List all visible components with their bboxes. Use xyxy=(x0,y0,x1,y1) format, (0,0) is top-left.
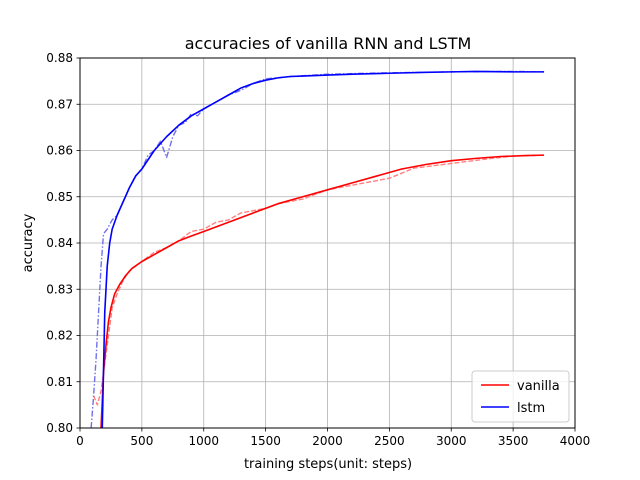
y-tick-label: 0.81 xyxy=(46,375,73,389)
y-tick-label: 0.83 xyxy=(46,282,73,296)
y-tick-label: 0.87 xyxy=(46,97,73,111)
x-tick-label: 1500 xyxy=(250,434,281,448)
x-tick-label: 3500 xyxy=(498,434,529,448)
y-tick-label: 0.88 xyxy=(46,51,73,65)
series-line-dashed-2 xyxy=(92,154,545,406)
x-tick-label: 0 xyxy=(76,434,84,448)
x-tick-label: 4000 xyxy=(560,434,591,448)
x-tick-label: 1000 xyxy=(188,434,219,448)
x-axis-label: training steps(unit: steps) xyxy=(244,457,412,472)
legend-label-lstm: lstm xyxy=(517,401,545,416)
ticks: 0 500 1000 1500 2000 2500 3000 3500 4000 0.80 0.81… xyxy=(46,51,590,448)
chart-title: accuracies of vanilla RNN and LSTM xyxy=(185,34,472,53)
legend-label-vanilla: vanilla xyxy=(517,379,560,394)
x-tick-label: 2000 xyxy=(312,434,343,448)
y-tick-label: 0.80 xyxy=(46,421,73,435)
x-tick-label: 2500 xyxy=(374,434,405,448)
y-axis-label: accuracy xyxy=(21,213,36,272)
series-line-vanilla xyxy=(100,154,545,428)
y-tick-label: 0.82 xyxy=(46,329,73,343)
y-tick-label: 0.84 xyxy=(46,236,73,250)
x-tick-label: 3000 xyxy=(436,434,467,448)
y-tick-label: 0.85 xyxy=(46,190,73,204)
legend-box xyxy=(471,370,570,423)
x-tick-label: 500 xyxy=(130,434,153,448)
series-line-lstm xyxy=(101,70,545,428)
series-group xyxy=(90,70,545,428)
legend: vanilla lstm xyxy=(471,370,570,423)
y-tick-label: 0.86 xyxy=(46,144,73,158)
